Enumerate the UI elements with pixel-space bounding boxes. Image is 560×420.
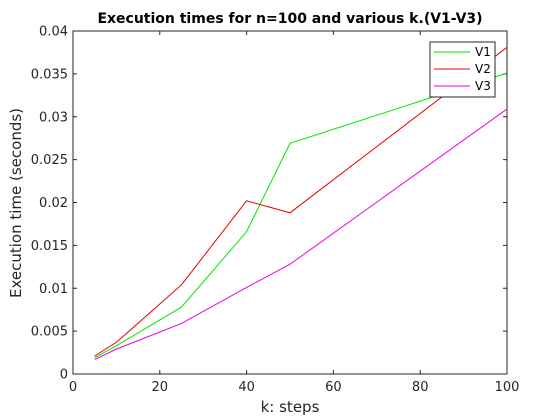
- y-tick-label: 0.035: [31, 67, 68, 82]
- y-tick-label: 0.01: [39, 282, 68, 297]
- x-tick-label: 60: [325, 380, 342, 395]
- y-tick-label: 0.005: [31, 325, 68, 340]
- y-tick-label: 0.025: [31, 153, 68, 168]
- x-tick-label: 100: [495, 380, 520, 395]
- chart-title: Execution times for n=100 and various k.…: [97, 11, 482, 27]
- x-tick-label: 80: [412, 380, 429, 395]
- legend-label-v3: V3: [475, 79, 491, 93]
- y-tick-label: 0.03: [39, 110, 68, 125]
- x-tick-label: 0: [69, 380, 77, 395]
- legend-label-v2: V2: [475, 62, 491, 76]
- y-axis: 0 0.005 0.01 0.015 0.02 0.025 0.03 0.035 0.04: [31, 25, 507, 383]
- series-line-v3: [94, 108, 508, 360]
- x-axis-label: k: steps: [261, 398, 320, 416]
- legend: V1 V2 V3: [429, 41, 496, 98]
- x-axis: 0 20 40 60 80 100: [69, 31, 520, 395]
- series-line-v1: [94, 72, 508, 359]
- y-tick-label: 0.02: [39, 196, 68, 211]
- x-tick-label: 40: [238, 380, 255, 395]
- y-axis-label: Execution time (seconds): [7, 108, 25, 298]
- x-tick-label: 20: [152, 380, 169, 395]
- y-tick-label: 0: [60, 368, 68, 383]
- series-line-v2: [94, 46, 508, 357]
- series-lines: [94, 46, 508, 360]
- y-tick-label: 0.015: [31, 239, 68, 254]
- y-tick-label: 0.04: [39, 25, 68, 40]
- legend-label-v1: V1: [475, 45, 491, 59]
